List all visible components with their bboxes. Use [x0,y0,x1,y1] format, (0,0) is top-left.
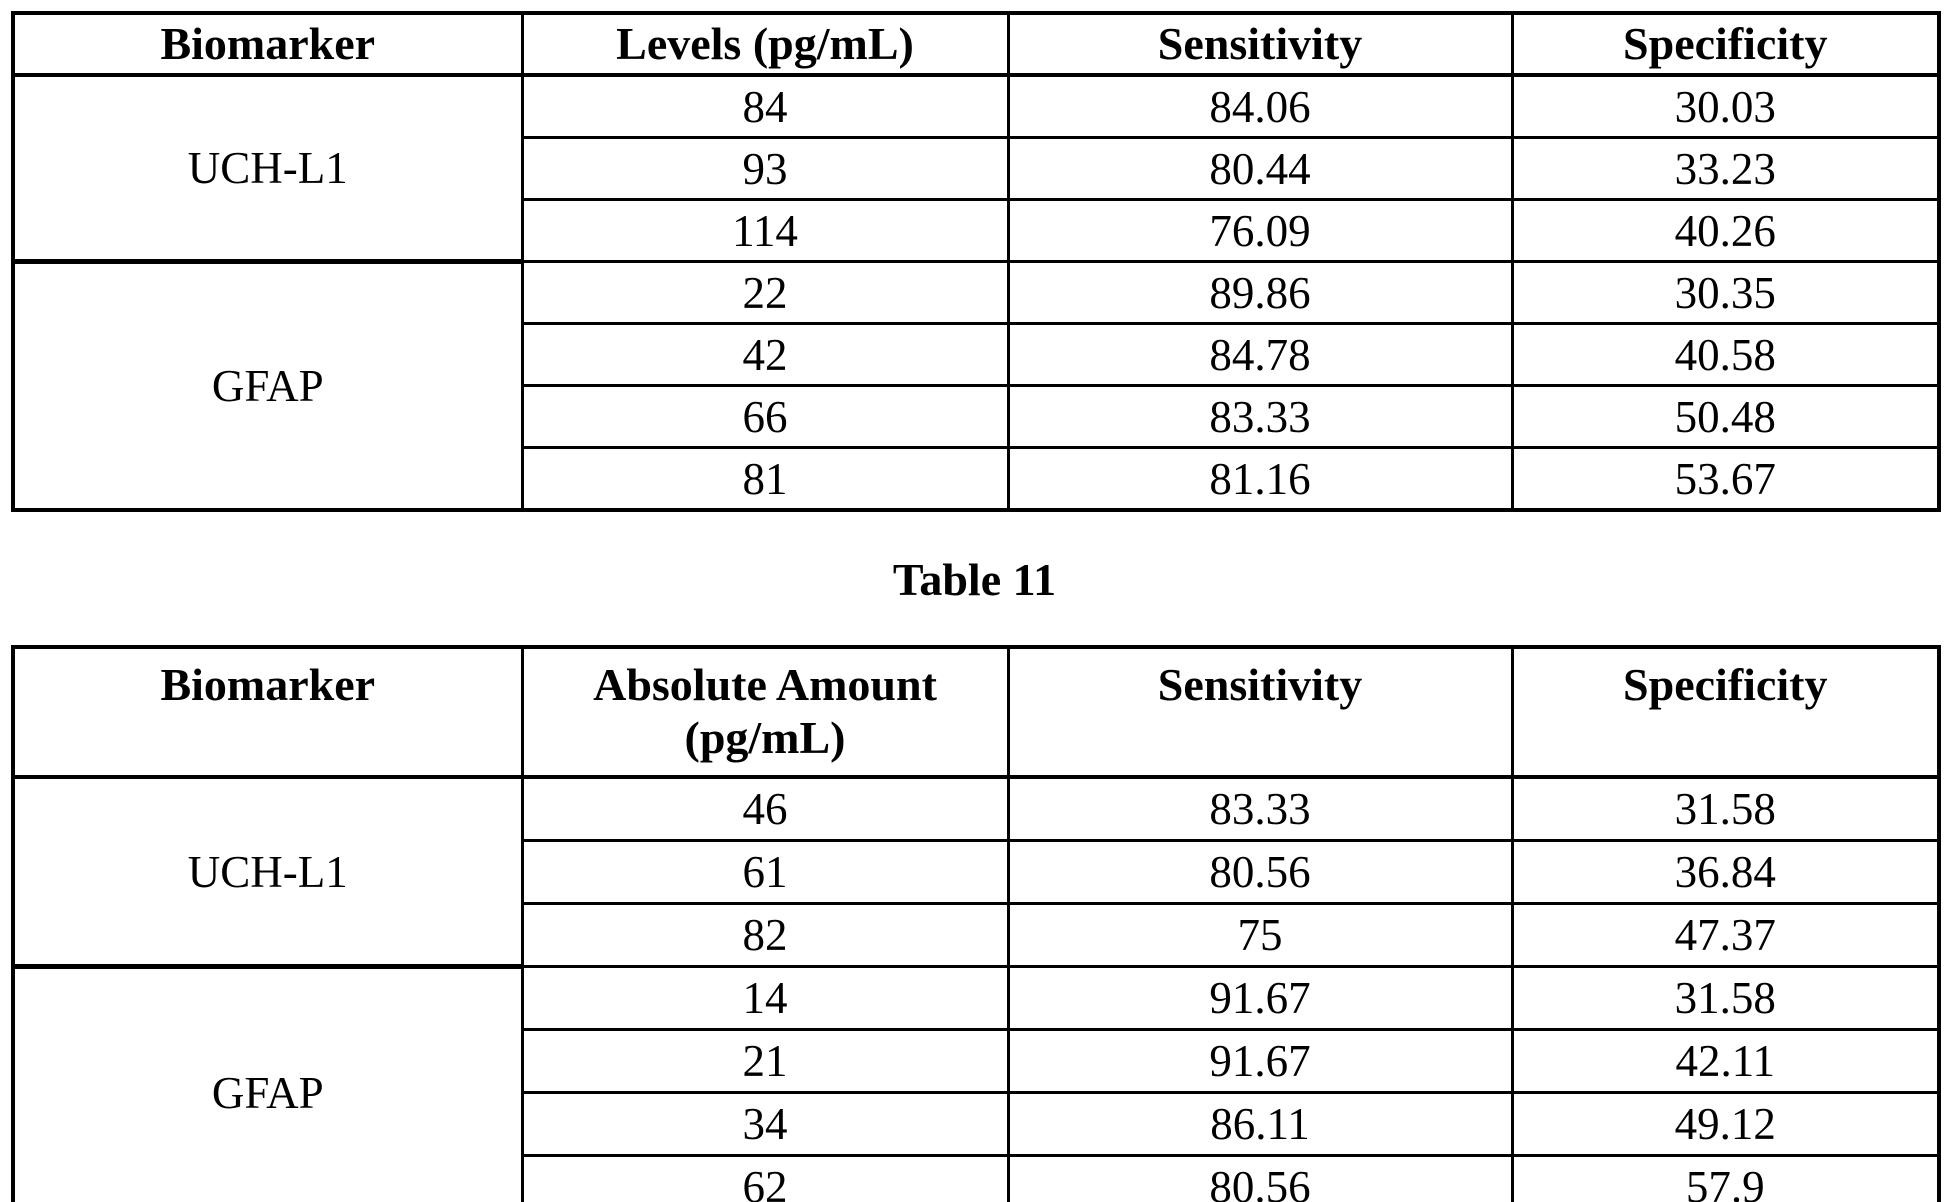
specificity-cell: 40.26 [1510,198,1941,263]
sensitivity-cell: 80.56 [1006,1154,1514,1202]
sensitivity-cell: 89.86 [1006,260,1514,325]
specificity-cell: 33.23 [1510,136,1941,201]
specificity-cell: 30.35 [1510,260,1941,325]
sensitivity-cell: 81.16 [1006,446,1514,512]
header-absolute-amount-line2: (pg/mL) [684,711,846,763]
table-caption: Table 11 [892,554,1057,605]
level-cell: 93 [520,136,1010,201]
sensitivity-cell: 83.33 [1006,775,1514,842]
biomarker-cell: UCH-L1 [11,775,524,968]
specificity-cell: 31.58 [1510,775,1941,842]
table-row: 62 80.56 57.9 [13,1154,1941,1202]
specificity-cell: 36.84 [1510,839,1941,905]
amount-cell: 34 [520,1091,1010,1157]
header-levels: Levels (pg/mL) [520,13,1010,77]
biomarker-absolute-amount-table: Biomarker Absolute Amount (pg/mL) Sensit… [11,645,1941,1202]
specificity-cell: 42.11 [1510,1028,1941,1094]
level-cell: 42 [520,322,1010,387]
specificity-cell: 47.37 [1510,902,1941,968]
sensitivity-cell: 80.44 [1006,136,1514,201]
header-sensitivity: Sensitivity [1006,13,1514,77]
table-row: GFAP 22 89.86 30.35 [11,259,1941,512]
specificity-cell: 57.9 [1510,1154,1941,1202]
header-sensitivity: Sensitivity [1006,647,1514,779]
amount-cell: 82 [520,902,1010,968]
header-biomarker: Biomarker [11,13,524,77]
level-cell: 81 [520,446,1010,512]
level-cell: 114 [520,198,1010,263]
amount-cell: 62 [520,1154,1010,1202]
biomarker-cell: UCH-L1 [11,73,524,263]
table-row: 114 76.09 40.26 [13,198,1941,263]
table-header-row: Biomarker Absolute Amount (pg/mL) Sensit… [11,647,1941,779]
sensitivity-cell: 84.06 [1006,73,1514,139]
level-cell: 22 [520,260,1010,325]
table-row: 66 83.33 50.48 [13,384,1941,449]
sensitivity-cell: 91.67 [1006,1028,1514,1094]
sensitivity-cell: 86.11 [1006,1091,1514,1157]
table-row: 42 84.78 40.58 [13,322,1941,387]
amount-cell: 61 [520,839,1010,905]
table-row: 61 80.56 36.84 [13,839,1941,905]
sensitivity-cell: 83.33 [1006,384,1514,449]
table-row: 21 91.67 42.11 [13,1028,1941,1094]
specificity-cell: 50.48 [1510,384,1941,449]
header-biomarker: Biomarker [11,647,524,779]
biomarker-levels-table: Biomarker Levels (pg/mL) Sensitivity Spe… [11,11,1941,512]
sensitivity-cell: 76.09 [1006,198,1514,263]
level-cell: 66 [520,384,1010,449]
sensitivity-cell: 80.56 [1006,839,1514,905]
specificity-cell: 49.12 [1510,1091,1941,1157]
table-row: 34 86.11 49.12 [13,1091,1941,1157]
table-row: UCH-L1 46 83.33 31.58 [11,775,1941,968]
biomarker-cell: GFAP [11,964,524,1202]
amount-cell: 21 [520,1028,1010,1094]
amount-cell: 46 [520,775,1010,842]
level-cell: 84 [520,73,1010,139]
sensitivity-cell: 84.78 [1006,322,1514,387]
table-header-row: Biomarker Levels (pg/mL) Sensitivity Spe… [11,13,1941,77]
amount-cell: 14 [520,965,1010,1031]
header-absolute-amount-line1: Absolute Amount [593,659,937,710]
header-specificity: Specificity [1510,647,1941,779]
specificity-cell: 30.03 [1510,73,1941,139]
header-absolute-amount: Absolute Amount (pg/mL) [520,647,1010,779]
sensitivity-cell: 75 [1006,902,1514,968]
table-row: 82 75 47.37 [13,902,1941,968]
table-row: 81 81.16 53.67 [13,446,1941,512]
header-specificity: Specificity [1510,13,1941,77]
biomarker-cell: GFAP [11,259,524,512]
specificity-cell: 53.67 [1510,446,1941,512]
specificity-cell: 40.58 [1510,322,1941,387]
table-row: GFAP 14 91.67 31.58 [11,964,1941,1202]
specificity-cell: 31.58 [1510,965,1941,1031]
sensitivity-cell: 91.67 [1006,965,1514,1031]
table-row: UCH-L1 84 84.06 30.03 [11,73,1941,263]
table-row: 93 80.44 33.23 [13,136,1941,201]
